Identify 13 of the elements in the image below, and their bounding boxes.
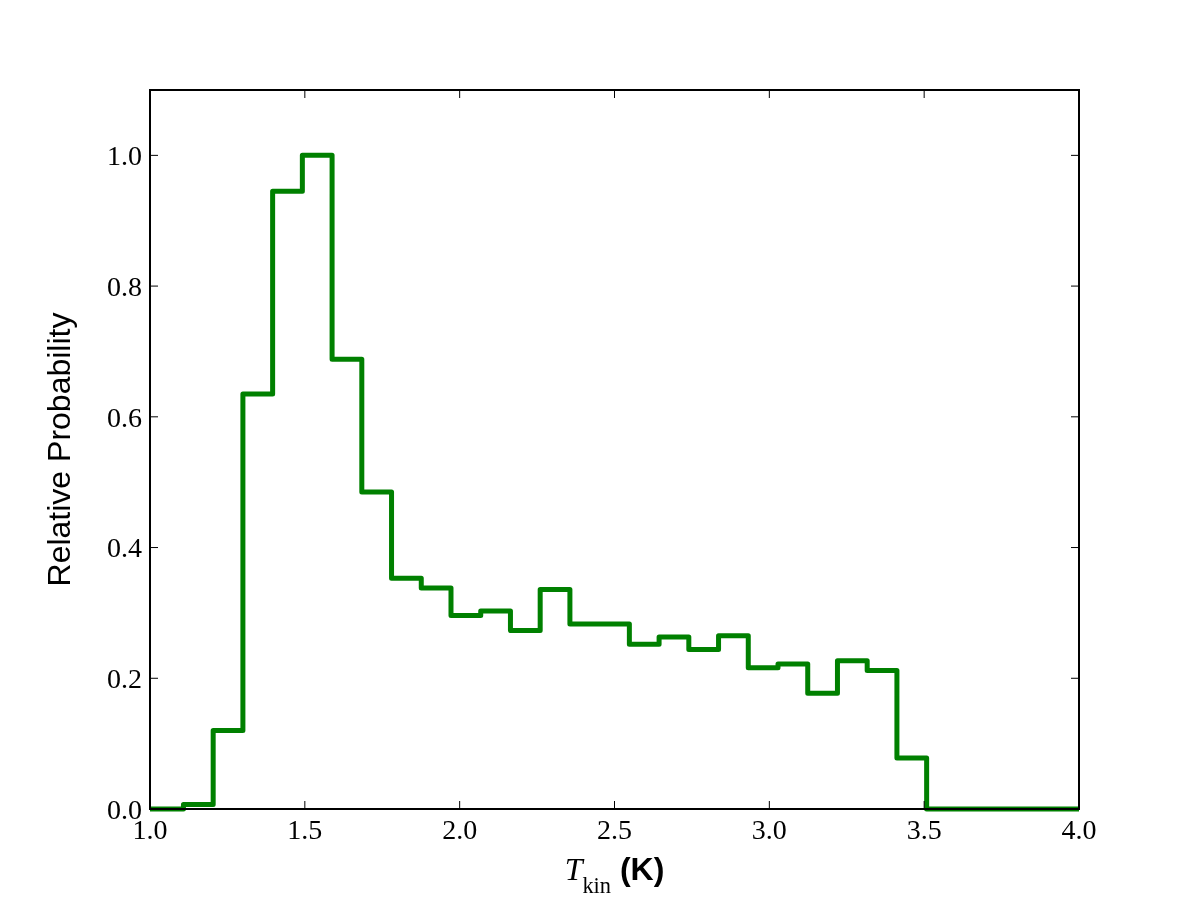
x-axis-title: T$_{kin}$ (K) xyxy=(564,851,665,898)
y-tick-label: 0.6 xyxy=(107,401,142,433)
y-tick-label: 0.8 xyxy=(107,270,142,302)
y-axis-title: Relative Probability xyxy=(41,312,77,587)
x-tick-label: 3.0 xyxy=(751,814,787,845)
x-tick-label: 1.5 xyxy=(287,814,323,845)
x-tick-label: 4.0 xyxy=(1061,814,1097,845)
x-tick-label: 2.5 xyxy=(597,814,632,845)
y-tick-label: 1.0 xyxy=(107,140,142,172)
y-tick-label: 0.2 xyxy=(107,663,142,695)
y-tick-label: 0.4 xyxy=(107,532,142,564)
x-tick-label: 2.0 xyxy=(442,814,478,845)
x-tick-label: 3.5 xyxy=(906,814,942,845)
